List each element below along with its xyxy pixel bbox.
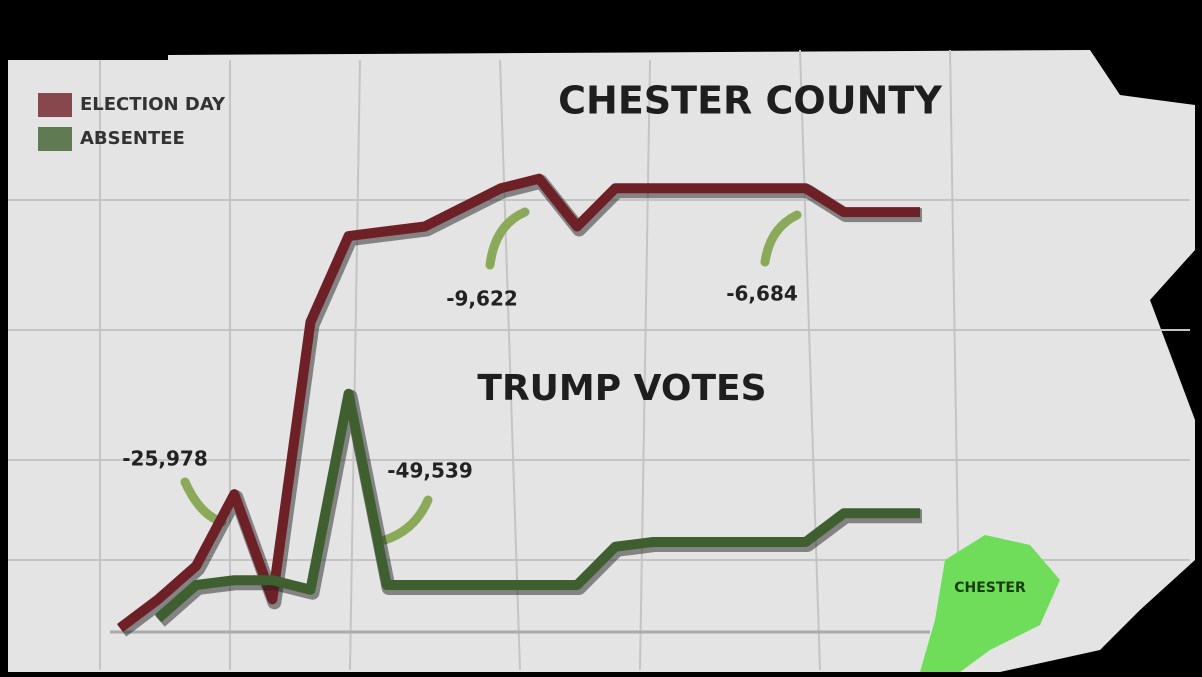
legend-swatch [38,93,72,117]
legend-label: ELECTION DAY [80,94,226,115]
chart-title: CHESTER COUNTY [558,79,942,123]
legend-swatch [38,127,72,151]
chart-subtitle: TRUMP VOTES [477,368,766,409]
series-line [154,388,920,623]
annotation: -6,684 [726,282,798,306]
region-label: CHESTER [954,580,1026,596]
annotation: -49,539 [387,459,472,483]
series-line [116,173,920,632]
legend: ELECTION DAY ABSENTEE [38,93,226,151]
annotation: -9,622 [446,287,518,311]
legend-label: ABSENTEE [80,128,185,149]
chester-region [920,535,1060,672]
annotation: -25,978 [122,447,207,471]
